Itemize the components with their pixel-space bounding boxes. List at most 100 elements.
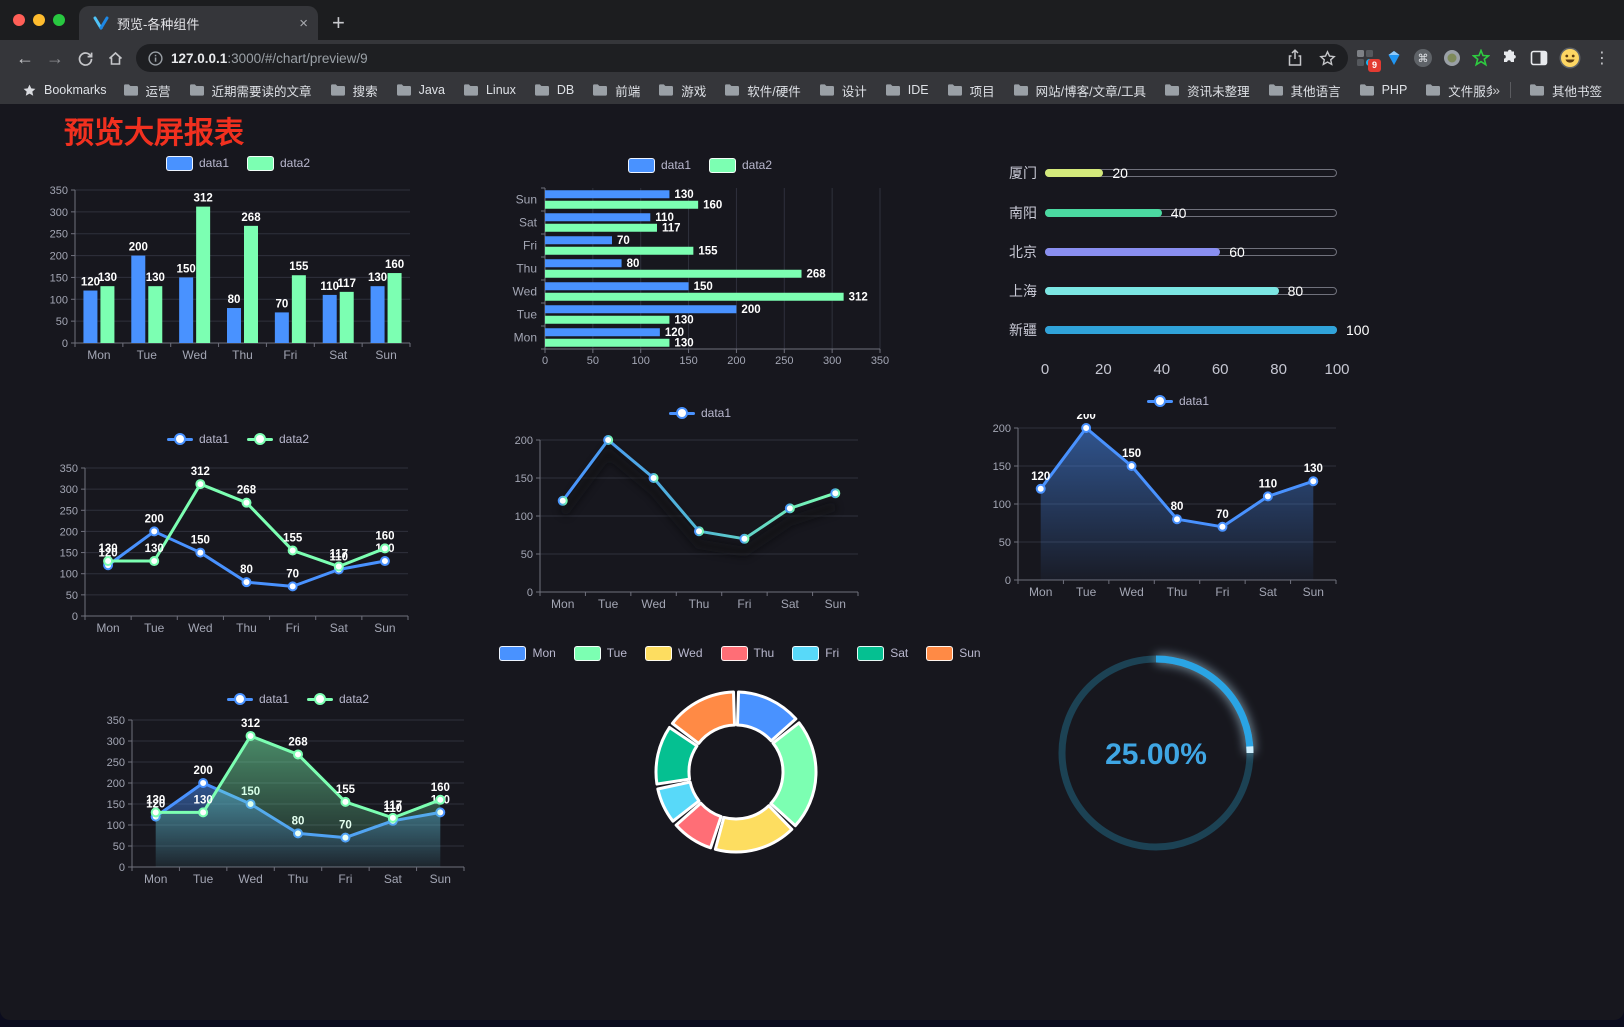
folder-icon: [330, 84, 345, 96]
legend-item[interactable]: data1: [166, 432, 229, 446]
legend-item[interactable]: Thu: [720, 645, 774, 661]
bookmark-folder[interactable]: 近期需要读的文章: [181, 78, 320, 103]
close-window-button[interactable]: [13, 14, 25, 26]
bookmark-folder[interactable]: 文件服务器: [1417, 78, 1492, 103]
extensions-puzzle-icon[interactable]: [1501, 49, 1519, 67]
tab-close-button[interactable]: ×: [299, 14, 308, 32]
browser-menu-button[interactable]: ⋮: [1594, 50, 1610, 67]
other-bookmarks-folder[interactable]: 其他书签: [1521, 78, 1610, 103]
legend-item[interactable]: Mon: [499, 645, 556, 661]
bookmark-folder[interactable]: 运营: [115, 78, 179, 103]
bookmark-folder[interactable]: PHP: [1351, 80, 1416, 100]
bookmark-folder[interactable]: 设计: [811, 78, 875, 103]
bookmark-folder[interactable]: 前端: [584, 78, 648, 103]
svg-text:Mon: Mon: [514, 331, 537, 345]
svg-text:130: 130: [146, 272, 165, 284]
legend-item[interactable]: data1: [627, 157, 691, 173]
legend-item[interactable]: Sun: [926, 645, 981, 661]
browser-tab[interactable]: 预览-各种组件 ×: [79, 6, 318, 40]
bookmark-folder[interactable]: IDE: [877, 80, 937, 100]
legend-item[interactable]: Fri: [792, 645, 839, 661]
svg-text:130: 130: [1304, 463, 1323, 475]
home-button[interactable]: [100, 43, 130, 73]
progress-value: 40: [1170, 204, 1187, 221]
legend-item[interactable]: data1: [668, 406, 731, 420]
bookmark-folder[interactable]: 网站/博客/文章/工具: [1005, 78, 1154, 103]
chart-bar-horizontal[interactable]: data1 data2 0 50 100 150 200 250 300 350 Mon Tue Wed…: [500, 152, 900, 432]
bookmark-folder[interactable]: 项目: [939, 78, 1003, 103]
bookmark-star-icon[interactable]: [1319, 49, 1336, 67]
progress-row-label: 新疆: [1009, 322, 1037, 338]
new-tab-button[interactable]: +: [332, 10, 345, 35]
chart-canvas[interactable]: 0 50 100 150 200 250 300 350 Mon Tue Wed Thu Fri Sat S…: [38, 452, 438, 648]
folder-icon: [819, 84, 834, 96]
chart-bar-vertical[interactable]: data1 data2 0 50 100 150 200 250 300 350 Mon Tue Wed…: [38, 150, 438, 430]
minimize-window-button[interactable]: [33, 14, 45, 26]
svg-text:Wed: Wed: [238, 872, 262, 886]
svg-text:200: 200: [145, 513, 164, 525]
legend-marker: [668, 407, 695, 419]
bookmark-folder[interactable]: 其他语言: [1260, 78, 1349, 103]
legend-item[interactable]: Sat: [857, 645, 908, 661]
chart-line-gradient[interactable]: data1 0 50 100 150 200 Mon Tue Wed Thu Fri Sat Sun: [500, 400, 900, 630]
chart-gauge-progress[interactable]: 25.00%: [1040, 630, 1275, 880]
chart-legend: data1: [978, 388, 1378, 414]
bookmark-folder[interactable]: Java: [388, 80, 453, 100]
bookmarks-manager[interactable]: Bookmarks: [14, 80, 115, 101]
bookmarks-label: Bookmarks: [44, 83, 107, 97]
reload-button[interactable]: [70, 43, 100, 73]
chart-progress-bars[interactable]: 厦门 20 南阳 40 北京 60 上海 80 新疆 100 0 20 40 60 80 100: [985, 152, 1385, 402]
legend-item[interactable]: Tue: [573, 645, 627, 661]
share-icon[interactable]: [1287, 49, 1303, 67]
svg-text:Wed: Wed: [188, 621, 212, 635]
svg-text:268: 268: [237, 485, 257, 497]
record-extension-icon[interactable]: [1443, 49, 1461, 67]
address-bar[interactable]: 127.0.0.1:3000/#/chart/preview/9: [136, 44, 1348, 72]
chart-canvas[interactable]: 0 50 100 150 200 Mon Tue Wed Thu Fri Sat Sun 120 200 1…: [978, 410, 1378, 614]
chart-line-dual[interactable]: data1 data2 0 50 100 150 200 250 300 350 Mon Tue Wed…: [38, 426, 438, 656]
back-button[interactable]: ←: [16, 47, 34, 68]
legend-item[interactable]: data2: [307, 692, 369, 706]
chart-canvas[interactable]: 0 50 100 150 200 Mon Tue Wed Thu Fri Sat Sun: [500, 426, 900, 626]
chart-canvas[interactable]: [545, 666, 935, 886]
chart-area-single[interactable]: data1 0 50 100 150 200 Mon Tue Wed Thu Fri Sat Sun 12…: [978, 388, 1378, 618]
sidebar-extension-icon[interactable]: [1530, 49, 1548, 67]
svg-text:70: 70: [1216, 509, 1229, 521]
legend-item[interactable]: data2: [709, 157, 772, 173]
chart-canvas[interactable]: 0 50 100 150 200 250 300 350 Mon Tue Wed Thu Fri Sat S…: [98, 712, 498, 897]
tab-manager-extension-icon[interactable]: 9: [1356, 49, 1381, 72]
svg-text:155: 155: [283, 532, 303, 544]
bookmark-folder[interactable]: 游戏: [650, 78, 714, 103]
bookmark-folder[interactable]: Linux: [455, 80, 524, 100]
zoom-window-button[interactable]: [53, 14, 65, 26]
legend-item[interactable]: data2: [247, 432, 309, 446]
legend-item[interactable]: data2: [247, 155, 310, 171]
gem-extension-icon[interactable]: [1385, 49, 1403, 67]
progress-x-axis: 0 20 40 60 80 100: [1040, 361, 1350, 378]
profile-avatar[interactable]: [1559, 47, 1581, 69]
progress-row-label: 厦门: [1009, 165, 1037, 181]
info-icon[interactable]: [148, 50, 163, 66]
bookmark-folder[interactable]: 搜索: [322, 78, 386, 103]
forward-button[interactable]: →: [46, 47, 64, 68]
chart-donut[interactable]: Mon Tue Wed Thu Fri Sat Sun: [499, 640, 981, 890]
bookmark-folder[interactable]: DB: [526, 80, 582, 100]
svg-text:Tue: Tue: [598, 597, 619, 611]
tab-strip: 预览-各种组件 × +: [0, 0, 1624, 40]
chart-canvas[interactable]: 25.00%: [1040, 630, 1275, 880]
legend-item[interactable]: data1: [226, 692, 289, 706]
svg-text:Thu: Thu: [1167, 585, 1188, 599]
command-extension-icon[interactable]: ⌘: [1414, 49, 1432, 67]
svg-text:268: 268: [288, 736, 308, 748]
legend-item[interactable]: Wed: [645, 645, 703, 661]
bookmark-folder[interactable]: 软件/硬件: [716, 78, 808, 103]
bookmark-folder[interactable]: 资讯未整理: [1156, 78, 1258, 103]
chart-canvas[interactable]: 0 50 100 150 200 250 300 350 Mon Tue Wed Thu Fri Sat S…: [500, 178, 900, 383]
legend-item[interactable]: data1: [1146, 394, 1209, 408]
chart-canvas[interactable]: 0 50 100 150 200 250 300 350 Mon Tue Wed Thu Fri Sat S…: [38, 176, 438, 381]
svg-text:150: 150: [191, 535, 210, 547]
legend-item[interactable]: data1: [165, 155, 229, 171]
bookmarks-overflow-button[interactable]: »: [1492, 82, 1500, 98]
green-star-extension-icon[interactable]: [1472, 49, 1490, 67]
chart-area-dual[interactable]: data1 data2 0 50 100 150 200 250 300 350 Mon Tue Wed…: [98, 686, 498, 901]
